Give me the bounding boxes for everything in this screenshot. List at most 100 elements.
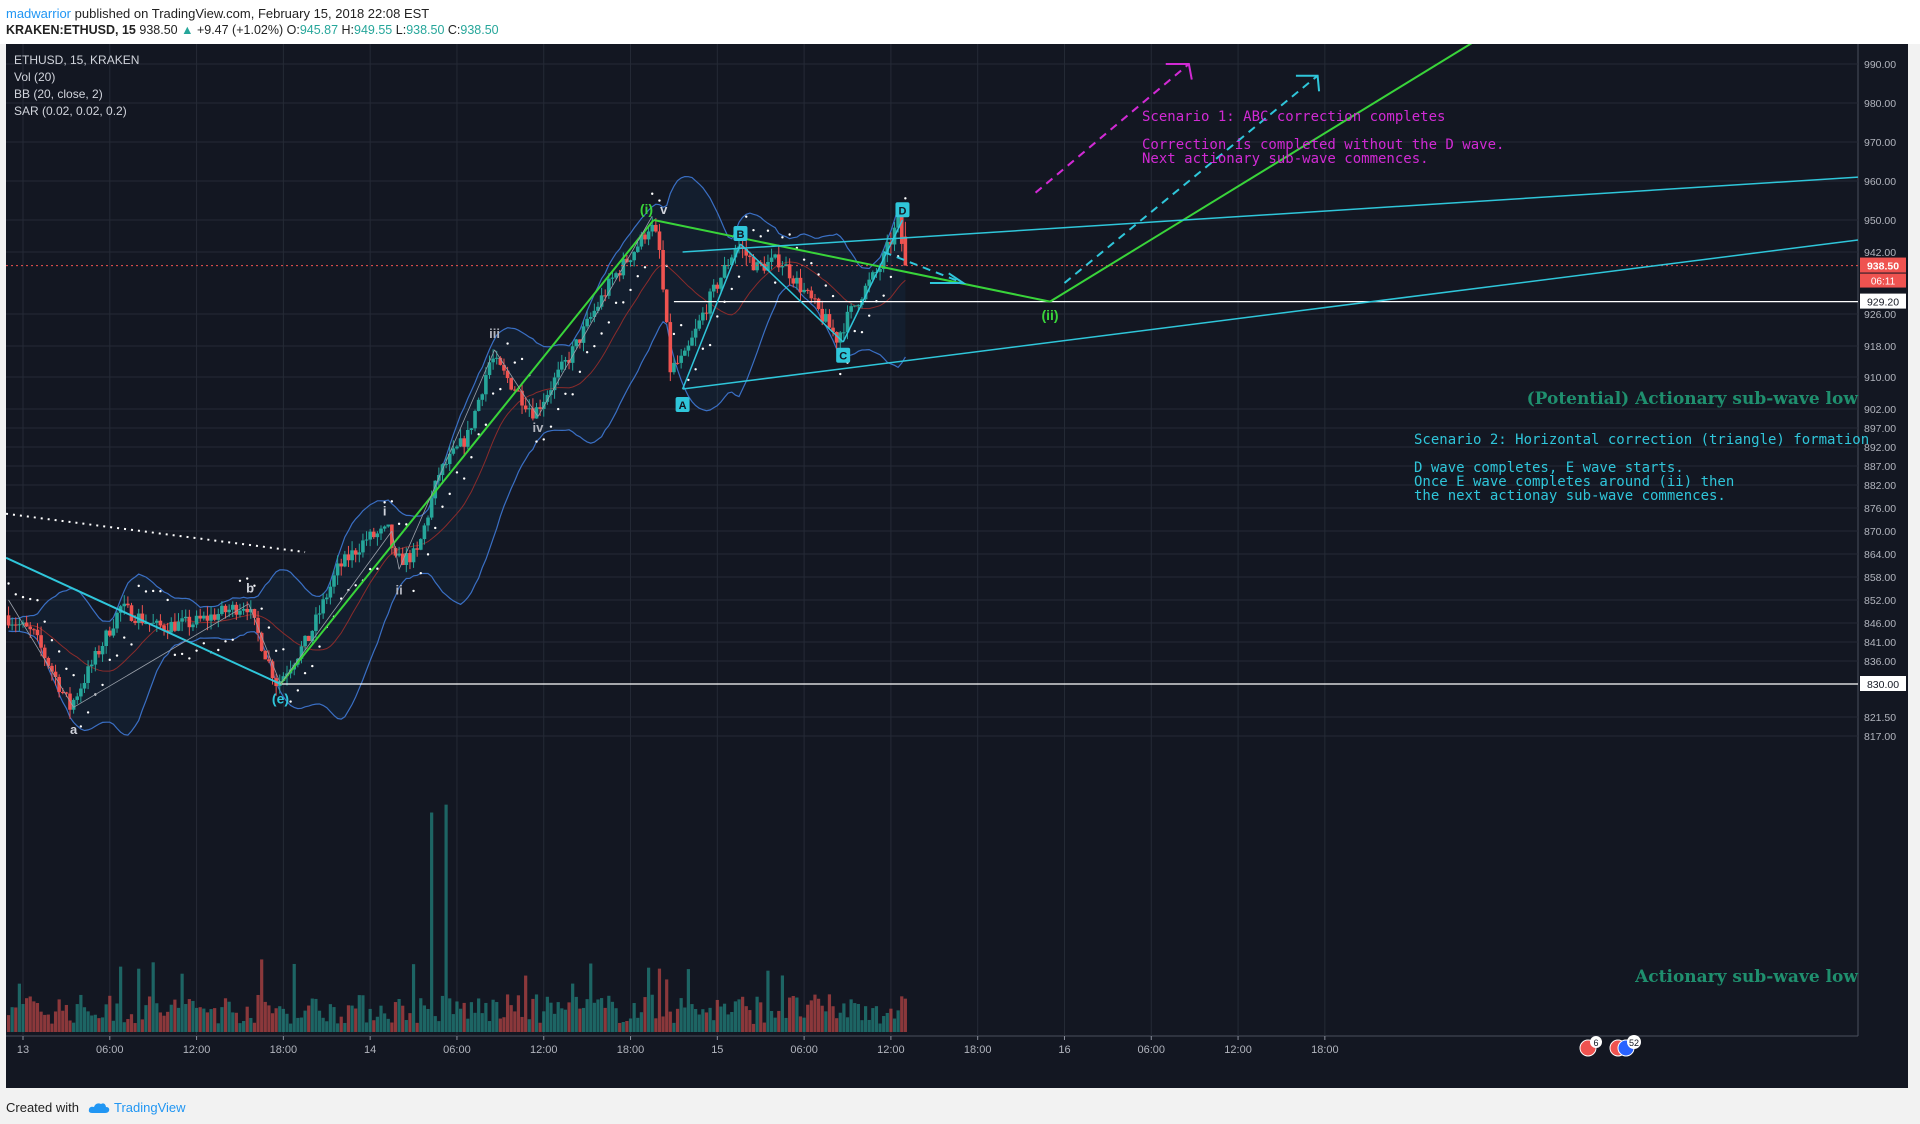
candle-body <box>82 682 87 689</box>
candle-body <box>682 350 687 356</box>
volume-bar <box>531 998 535 1032</box>
sar-dot <box>130 643 133 646</box>
volume-bar <box>657 968 662 1032</box>
sar-dot <box>296 689 300 692</box>
time-axis[interactable]: 13 06:00 12:00 18:00 14 06:00 12:00 18:00 15 06:0… <box>17 1036 1339 1056</box>
scenario2-arrow-1 <box>883 251 964 284</box>
candle-body <box>878 268 882 272</box>
candle-body <box>585 318 589 327</box>
author-link[interactable]: madwarrior <box>6 6 72 21</box>
candle-body <box>473 410 477 429</box>
volume-bar <box>122 1022 126 1032</box>
volume-bar <box>719 1006 723 1032</box>
x-tick-label: 18:00 <box>1311 1044 1339 1056</box>
sar-dot <box>79 725 83 728</box>
candle-body <box>527 408 532 410</box>
volume-bar <box>491 999 495 1032</box>
volume-bar <box>151 962 155 1032</box>
candle-body <box>321 599 325 614</box>
candle-body <box>871 272 875 280</box>
triangle-label-c: C <box>839 351 847 363</box>
chart-area[interactable]: a b (e) i ii iii iv v (i) (ii) A B C D ETHUSD, 15, KR… <box>6 44 1908 1088</box>
volume-bar <box>661 1016 665 1032</box>
volume-bar <box>737 999 741 1032</box>
volume-bar <box>17 983 21 1032</box>
wave-label-a: a <box>70 722 78 737</box>
volume-bar <box>430 812 434 1032</box>
arrowhead <box>929 272 967 284</box>
volume-bar <box>444 804 448 1032</box>
sar-dot <box>137 584 140 588</box>
volume-bar <box>477 998 481 1032</box>
y-tick-label: 882.00 <box>1864 480 1896 492</box>
volume-bar <box>158 1012 163 1032</box>
volume-bar <box>401 1005 405 1032</box>
price-axis[interactable]: 990.00 980.00 970.00 960.00 950.00 942.00 926.… <box>1864 59 1896 743</box>
candle-body <box>798 277 803 293</box>
volume-bar <box>191 1000 195 1032</box>
volume-bar <box>68 1020 72 1032</box>
volume-bar <box>126 1019 130 1032</box>
volume-bar <box>21 1003 25 1032</box>
candle-body <box>133 620 137 623</box>
volume-bar <box>831 1006 835 1032</box>
candle-body <box>704 312 709 314</box>
candle-body <box>856 304 861 306</box>
bb-fill <box>8 176 906 736</box>
candle-body <box>661 250 665 290</box>
sar-dot <box>853 329 856 333</box>
open-label: O: <box>286 23 300 37</box>
volume-bar <box>498 1018 502 1032</box>
legend-sar: SAR (0.02, 0.02, 0.2) <box>14 104 127 118</box>
candle-body <box>885 241 890 254</box>
sar-dot <box>470 456 473 459</box>
ohlc-line: KRAKEN:ETHUSD, 15 938.50 ▲ +9.47 (+1.02%… <box>6 23 499 37</box>
x-tick-label: 16 <box>1058 1044 1070 1056</box>
volume-bar <box>375 1016 379 1032</box>
candle-body <box>314 614 318 631</box>
volume-bar <box>715 999 719 1032</box>
volume-bar <box>733 1001 738 1032</box>
volume-bar <box>361 995 365 1032</box>
volume-bar <box>231 1012 235 1032</box>
candle-body <box>144 623 148 625</box>
wave-zigzag <box>8 599 74 708</box>
volume-bar <box>722 1003 727 1032</box>
volume-bar <box>668 1011 672 1032</box>
candle-body <box>71 699 76 710</box>
scenario1-title: Scenario 1: ABC correction completes <box>1142 109 1445 125</box>
event-badges[interactable]: 6 52 <box>1579 1035 1641 1057</box>
candle-body <box>516 390 521 392</box>
candle-body <box>17 624 22 626</box>
y-tick-label: 870.00 <box>1864 526 1896 538</box>
volume-bar <box>14 1007 18 1032</box>
volume-bar <box>849 999 853 1032</box>
candle-body <box>531 408 535 419</box>
x-tick-label: 12:00 <box>183 1044 211 1056</box>
volume-bar <box>632 1003 636 1032</box>
sar-dot <box>773 281 777 284</box>
volume-bar <box>213 1008 217 1032</box>
volume-bar <box>133 1023 137 1032</box>
y-tick-label: 980.00 <box>1864 98 1896 110</box>
volume-bar <box>350 1005 354 1032</box>
volume-bar <box>560 1008 564 1032</box>
volume-bar <box>440 995 445 1032</box>
volume-bar <box>643 997 647 1032</box>
candle-body <box>238 610 242 615</box>
candle-body <box>328 586 333 598</box>
candle-body <box>335 563 340 576</box>
volume-bar <box>281 1008 285 1032</box>
candle-body <box>838 332 843 343</box>
volume-bar <box>263 1001 267 1032</box>
close-value: 938.50 <box>460 23 499 37</box>
volume-bar <box>730 1011 734 1032</box>
volume-bar <box>741 996 745 1032</box>
candle-body <box>317 613 322 615</box>
tradingview-logo[interactable]: TradingView <box>88 1100 186 1115</box>
candle-body <box>849 306 853 312</box>
y-tick-label: 841.00 <box>1864 637 1896 649</box>
wave-zigzag <box>248 603 281 685</box>
sar-dot <box>759 235 762 238</box>
